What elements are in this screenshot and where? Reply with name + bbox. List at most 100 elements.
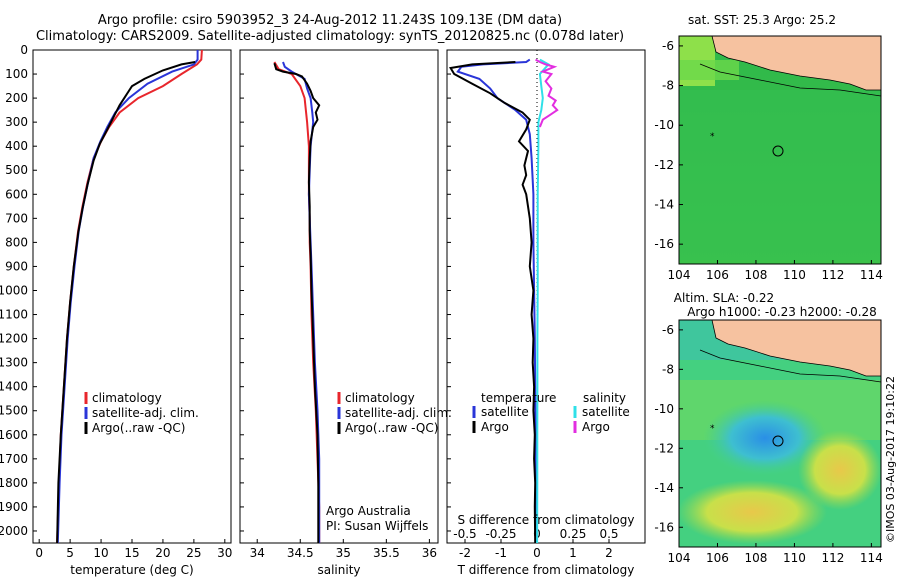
lon-tick-label: 108 — [744, 268, 767, 282]
depth-tick-label: 1800 — [0, 476, 28, 490]
annotation-pi-name: PI: Susan Wijffels — [326, 519, 428, 533]
s-diff-tick-label: -0.25 — [485, 527, 516, 541]
argo-position-marker — [772, 145, 784, 157]
depth-tick-label: 1100 — [0, 308, 28, 322]
lat-tick-label: -10 — [654, 118, 674, 132]
lon-tick-label: 110 — [783, 551, 806, 565]
depth-tick-label: 1000 — [0, 283, 28, 297]
series-line-satellite-adj-clim- — [56, 50, 199, 544]
x-tick-label: 35.5 — [373, 546, 400, 560]
depth-tick-label: 400 — [5, 139, 28, 153]
legend-s-argo-label: Argo — [582, 420, 610, 434]
coastline-line — [699, 349, 881, 383]
legend-climatology-label: climatology — [92, 391, 162, 405]
temperature-axis-label: temperature (deg C) — [70, 563, 193, 577]
lat-tick-label: -14 — [654, 198, 674, 212]
credit-text: ©IMOS 03-Aug-2017 19:10:22 — [884, 376, 897, 543]
sla-map: * — [679, 320, 881, 547]
series-line-temperature-argo — [448, 61, 537, 544]
lon-tick-label: 112 — [821, 268, 844, 282]
depth-tick-label: 100 — [5, 67, 28, 81]
series-line-argo-raw-qc- — [56, 61, 196, 544]
lon-tick-label: 110 — [783, 268, 806, 282]
lat-tick-label: -16 — [654, 520, 674, 534]
coastline-line — [699, 63, 881, 97]
lon-tick-label: 104 — [668, 268, 691, 282]
lat-tick-label: -14 — [654, 481, 674, 495]
lat-tick-label: -6 — [662, 39, 674, 53]
depth-tick-label: 2000 — [0, 524, 28, 538]
depth-tick-label: 900 — [5, 259, 28, 273]
difference-panel-frame — [446, 49, 646, 544]
depth-tick-label: 1500 — [0, 404, 28, 418]
depth-tick-label: 1400 — [0, 380, 28, 394]
x-tick-label: 1 — [569, 546, 577, 560]
salinity-legend: climatology satellite-adj. clim. Argo(..… — [326, 391, 452, 533]
depth-tick-label: 700 — [5, 211, 28, 225]
lat-tick-label: -12 — [654, 441, 674, 455]
figure-title-line-1: Argo profile: csiro 5903952_3 24-Aug-201… — [97, 13, 563, 28]
salinity-axis-label: salinity — [317, 563, 360, 577]
lon-tick-label: 106 — [706, 551, 729, 565]
difference-axis-label: T difference from climatology — [457, 563, 635, 577]
argo-position-marker — [772, 435, 784, 447]
x-tick-label: 10 — [93, 546, 108, 560]
legend-argo-label: Argo(..raw -QC) — [345, 421, 438, 435]
legend-argo-label: Argo(..raw -QC) — [92, 421, 185, 435]
depth-tick-label: 300 — [5, 115, 28, 129]
sla-positive-anomaly-south — [679, 480, 827, 544]
series-line-climatology — [56, 49, 203, 544]
x-tick-label: 2 — [605, 546, 613, 560]
depth-tick-label: 200 — [5, 91, 28, 105]
sst-map: * — [679, 36, 881, 264]
sla-negative-anomaly — [703, 400, 827, 476]
difference-legend: temperature satellite Argo salinity sate… — [458, 391, 635, 527]
sst-patch-south — [679, 90, 881, 260]
legend-salinity-title: salinity — [583, 391, 626, 405]
x-tick-label: -1 — [495, 546, 507, 560]
x-tick-label: 0 — [35, 546, 43, 560]
float-star-icon: * — [710, 132, 715, 142]
lon-tick-label: 114 — [860, 551, 883, 565]
x-tick-label: 34.5 — [287, 546, 314, 560]
sla-map-frame — [678, 319, 882, 548]
legend-satellite-label: satellite-adj. clim. — [345, 406, 452, 420]
depth-tick-label: 1300 — [0, 356, 28, 370]
lat-tick-label: -8 — [662, 362, 674, 376]
depth-tick-label: 600 — [5, 187, 28, 201]
depth-tick-label: 0 — [20, 43, 28, 57]
legend-t-satellite-label: satellite — [481, 405, 529, 419]
sla-map-title-line-2: Argo h1000: -0.23 h2000: -0.28 — [687, 305, 877, 319]
lat-tick-label: -6 — [662, 323, 674, 337]
legend-climatology-label: climatology — [345, 391, 415, 405]
legend-t-argo-label: Argo — [481, 420, 509, 434]
java-landmass — [711, 36, 881, 91]
lat-tick-label: -16 — [654, 237, 674, 251]
temperature-panel-frame — [32, 49, 232, 544]
x-tick-label: 35 — [336, 546, 351, 560]
series-line-argo-raw-qc- — [273, 62, 321, 543]
x-tick-label: 36 — [422, 546, 437, 560]
depth-tick-label: 1600 — [0, 428, 28, 442]
sst-map-frame — [678, 35, 882, 265]
legend-satellite-label: satellite-adj. clim. — [92, 406, 199, 420]
temperature-legend: climatology satellite-adj. clim. Argo(..… — [84, 391, 199, 435]
depth-tick-label: 1200 — [0, 332, 28, 346]
depth-tick-label: 800 — [5, 235, 28, 249]
series-line-salinity-satellite — [536, 58, 551, 544]
s-diff-tick-label: 0.5 — [599, 527, 618, 541]
legend-temperature-title: temperature — [481, 391, 556, 405]
depth-tick-label: 1900 — [0, 500, 28, 514]
salinity-panel-frame — [239, 49, 439, 544]
lat-tick-label: -12 — [654, 158, 674, 172]
x-tick-label: 25 — [186, 546, 201, 560]
lon-tick-label: 114 — [860, 268, 883, 282]
top-axis-label: S difference from climatology — [458, 513, 635, 527]
series-line-salinity-argo — [535, 58, 559, 128]
legend-s-satellite-label: satellite — [582, 405, 630, 419]
s-diff-tick-label: -0.5 — [453, 527, 476, 541]
x-tick-label: 20 — [155, 546, 170, 560]
x-tick-label: 34 — [250, 546, 265, 560]
lon-tick-label: 106 — [706, 268, 729, 282]
